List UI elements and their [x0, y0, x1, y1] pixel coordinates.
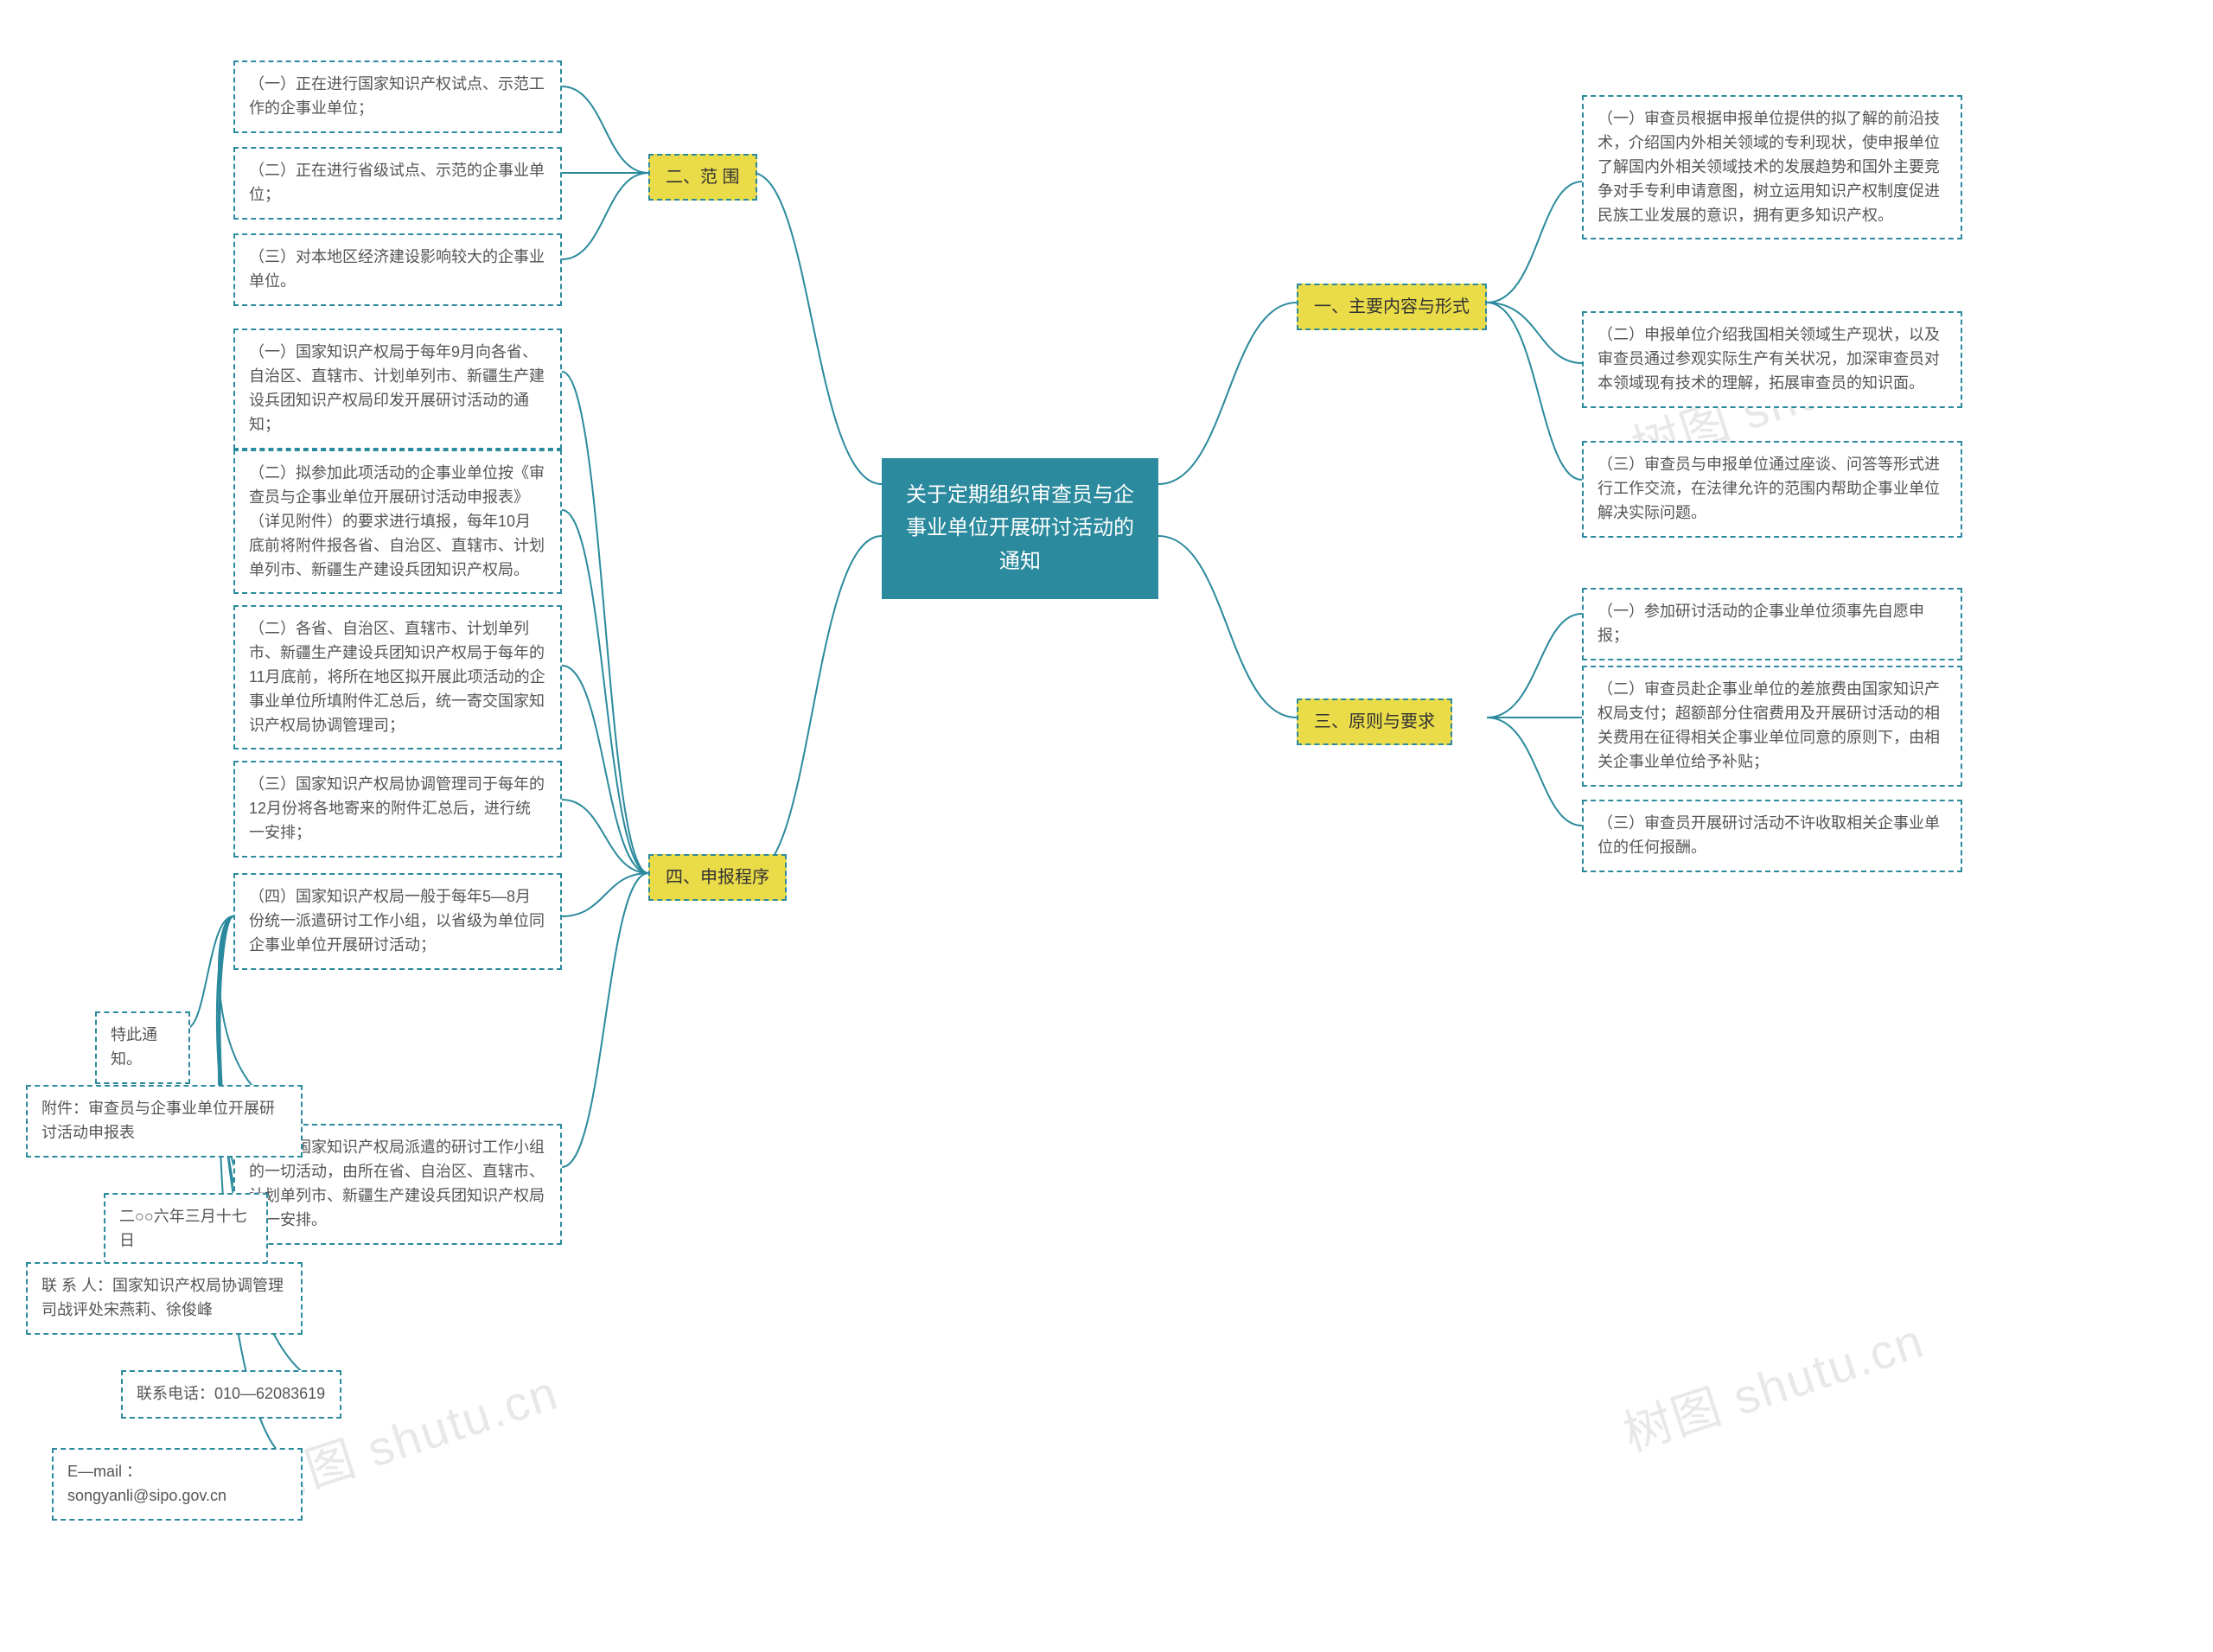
- watermark: 树图 shutu.cn: [1613, 1302, 1932, 1465]
- leaf-s1-1: （一）审查员根据申报单位提供的拟了解的前沿技术，介绍国内外相关领域的专利现状，使…: [1582, 95, 1962, 239]
- leaf-tail-1: 特此通知。: [95, 1011, 190, 1084]
- mindmap-canvas: 树图 shutu.cn 树图 shutu.cn 树图 shutu.cn 树图 s…: [0, 0, 2213, 1652]
- leaf-s2-1: （一）正在进行国家知识产权试点、示范工作的企事业单位；: [233, 61, 562, 133]
- branch-section2: 二、范 围: [648, 154, 757, 201]
- leaf-s1-3: （三）审查员与申报单位通过座谈、问答等形式进行工作交流，在法律允许的范围内帮助企…: [1582, 441, 1962, 538]
- branch-section3: 三、原则与要求: [1297, 698, 1452, 745]
- leaf-s3-1: （一）参加研讨活动的企事业单位须事先自愿申报；: [1582, 588, 1962, 660]
- leaf-s1-2: （二）申报单位介绍我国相关领域生产现状，以及审查员通过参观实际生产有关状况，加深…: [1582, 311, 1962, 408]
- leaf-tail-5: 联系电话：010—62083619: [121, 1370, 341, 1419]
- center-node: 关于定期组织审查员与企事业单位开展研讨活动的通知: [882, 458, 1158, 599]
- leaf-s2-2: （二）正在进行省级试点、示范的企事业单位；: [233, 147, 562, 220]
- leaf-tail-4: 联 系 人：国家知识产权局协调管理司战评处宋燕莉、徐俊峰: [26, 1262, 303, 1335]
- leaf-tail-2: 附件：审查员与企事业单位开展研讨活动申报表: [26, 1085, 303, 1158]
- leaf-s4-3: （二）各省、自治区、直辖市、计划单列市、新疆生产建设兵团知识产权局于每年的11月…: [233, 605, 562, 749]
- leaf-tail-3: 二○○六年三月十七日: [104, 1193, 268, 1266]
- leaf-s4-5: （四）国家知识产权局一般于每年5—8月份统一派遣研讨工作小组，以省级为单位同企事…: [233, 873, 562, 970]
- leaf-s3-2: （二）审查员赴企事业单位的差旅费由国家知识产权局支付；超额部分住宿费用及开展研讨…: [1582, 666, 1962, 787]
- leaf-s3-3: （三）审查员开展研讨活动不许收取相关企事业单位的任何报酬。: [1582, 800, 1962, 872]
- branch-section4: 四、申报程序: [648, 854, 787, 901]
- leaf-s4-1: （一）国家知识产权局于每年9月向各省、自治区、直辖市、计划单列市、新疆生产建设兵…: [233, 328, 562, 450]
- leaf-tail-6: E—mail ：songyanli@sipo.gov.cn: [52, 1448, 303, 1521]
- branch-section1: 一、主要内容与形式: [1297, 284, 1487, 330]
- leaf-s4-4: （三）国家知识产权局协调管理司于每年的12月份将各地寄来的附件汇总后，进行统一安…: [233, 761, 562, 858]
- leaf-s4-2: （二）拟参加此项活动的企事业单位按《审查员与企事业单位开展研讨活动申报表》（详见…: [233, 450, 562, 594]
- leaf-s2-3: （三）对本地区经济建设影响较大的企事业单位。: [233, 233, 562, 306]
